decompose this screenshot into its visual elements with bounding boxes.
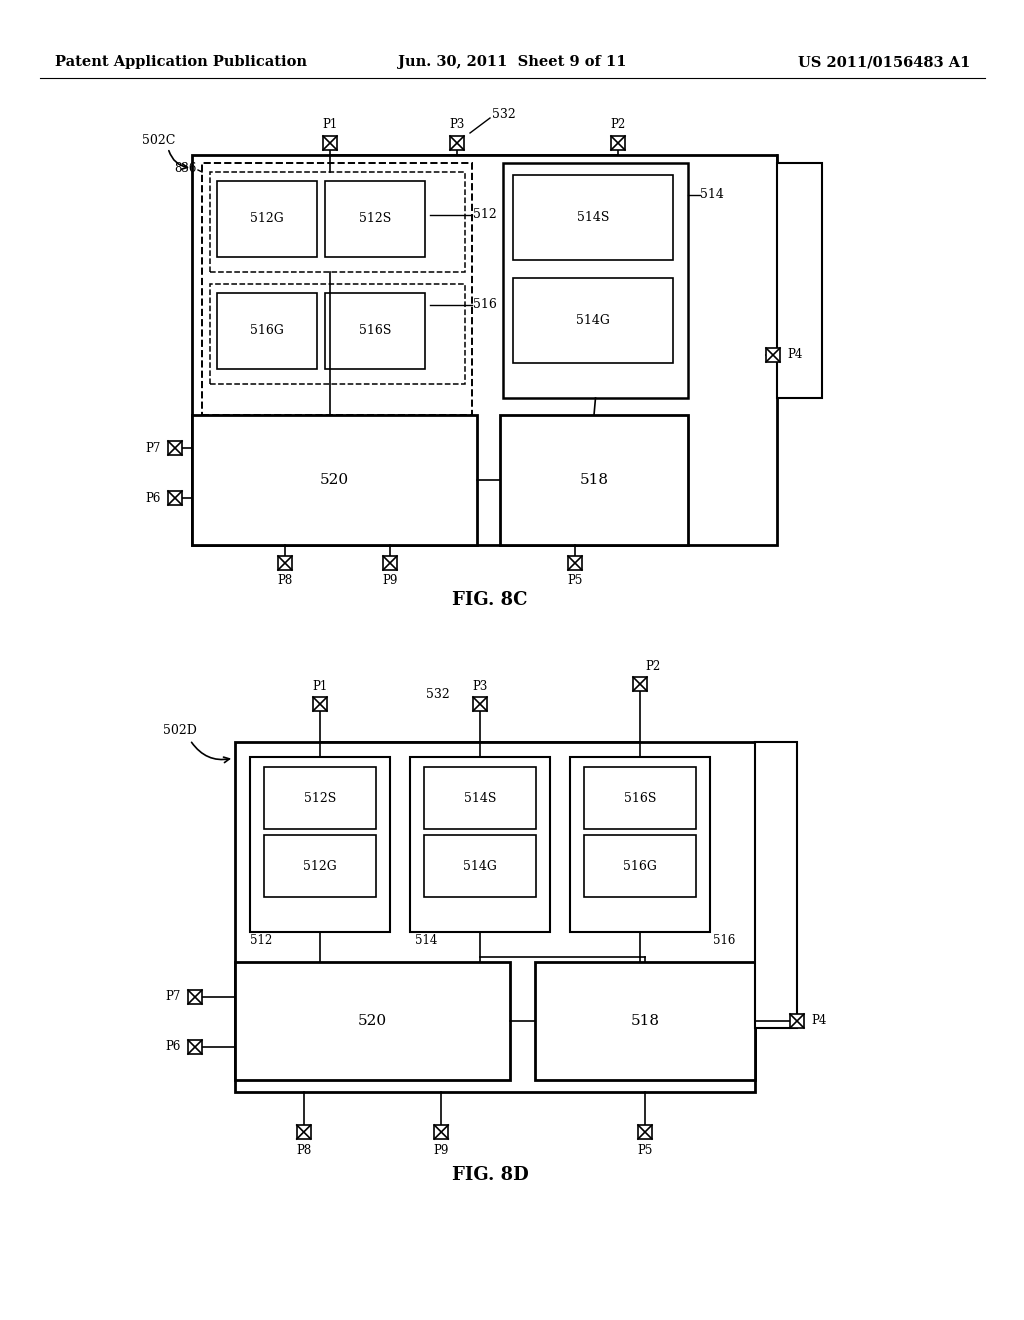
Text: P3: P3 <box>450 119 465 132</box>
Text: 512: 512 <box>250 933 272 946</box>
Bar <box>513 279 673 363</box>
Bar <box>766 348 780 362</box>
Bar <box>234 962 510 1080</box>
Bar <box>513 176 673 260</box>
Bar <box>570 756 710 932</box>
Bar <box>325 293 425 370</box>
Text: P8: P8 <box>296 1143 311 1156</box>
Text: 516S: 516S <box>624 792 656 804</box>
Bar <box>234 742 755 1092</box>
Bar <box>755 742 797 1028</box>
Text: P5: P5 <box>567 574 583 587</box>
Text: FIG. 8C: FIG. 8C <box>453 591 527 609</box>
Text: 502D: 502D <box>163 723 197 737</box>
Bar <box>202 162 472 414</box>
Text: 516G: 516G <box>250 325 284 338</box>
Text: 512G: 512G <box>303 859 337 873</box>
Bar <box>473 697 487 711</box>
Text: 502C: 502C <box>142 133 175 147</box>
Bar <box>250 756 390 932</box>
Bar <box>434 1125 449 1139</box>
Bar <box>500 414 688 545</box>
Text: 516: 516 <box>713 933 735 946</box>
Text: P6: P6 <box>145 491 161 504</box>
Text: P2: P2 <box>645 660 660 673</box>
Bar <box>568 556 582 570</box>
Text: 532: 532 <box>492 108 516 121</box>
Bar <box>313 697 327 711</box>
Text: Patent Application Publication: Patent Application Publication <box>55 55 307 69</box>
Bar <box>210 172 465 272</box>
Text: P9: P9 <box>382 574 397 587</box>
Text: 518: 518 <box>580 473 608 487</box>
Bar <box>584 836 696 898</box>
Text: P7: P7 <box>166 990 181 1003</box>
Bar <box>450 136 464 150</box>
Text: 532: 532 <box>426 688 450 701</box>
Text: 516S: 516S <box>358 325 391 338</box>
Bar <box>410 756 550 932</box>
Text: 520: 520 <box>358 1014 387 1028</box>
Bar <box>323 136 337 150</box>
Bar <box>217 293 317 370</box>
Text: 514: 514 <box>700 189 724 202</box>
Bar <box>193 154 777 545</box>
Bar <box>503 162 688 399</box>
Bar <box>424 767 536 829</box>
Text: P1: P1 <box>323 119 338 132</box>
Text: P7: P7 <box>145 441 161 454</box>
Text: 512S: 512S <box>304 792 336 804</box>
Bar <box>193 414 477 545</box>
Bar <box>210 284 465 384</box>
Text: P4: P4 <box>811 1015 826 1027</box>
Text: P4: P4 <box>787 348 803 362</box>
Text: 512S: 512S <box>358 213 391 226</box>
Text: 518: 518 <box>631 1014 659 1028</box>
Bar <box>584 767 696 829</box>
Text: P5: P5 <box>637 1143 652 1156</box>
Bar <box>790 1014 804 1028</box>
Text: US 2011/0156483 A1: US 2011/0156483 A1 <box>798 55 970 69</box>
Text: 514G: 514G <box>577 314 610 327</box>
Text: 514S: 514S <box>577 211 609 224</box>
Text: 520: 520 <box>319 473 349 487</box>
Text: 512G: 512G <box>250 213 284 226</box>
Text: 514S: 514S <box>464 792 497 804</box>
Text: 514G: 514G <box>463 859 497 873</box>
Text: 836: 836 <box>175 161 197 174</box>
Bar <box>168 441 182 455</box>
Bar <box>383 556 397 570</box>
Bar <box>168 491 182 506</box>
Bar <box>217 181 317 257</box>
Text: P2: P2 <box>610 119 626 132</box>
Bar <box>424 836 536 898</box>
Text: P3: P3 <box>472 681 487 693</box>
Bar <box>188 1040 202 1053</box>
Text: P1: P1 <box>312 681 328 693</box>
Bar <box>264 767 376 829</box>
Bar <box>638 1125 652 1139</box>
Text: 512: 512 <box>473 209 497 222</box>
Text: P9: P9 <box>433 1143 449 1156</box>
Bar <box>297 1125 310 1139</box>
Bar <box>188 990 202 1005</box>
Text: P6: P6 <box>166 1040 181 1053</box>
Text: 514: 514 <box>415 933 437 946</box>
Text: FIG. 8D: FIG. 8D <box>452 1166 528 1184</box>
Text: 516: 516 <box>473 298 497 312</box>
Bar <box>325 181 425 257</box>
Bar <box>278 556 292 570</box>
Text: Jun. 30, 2011  Sheet 9 of 11: Jun. 30, 2011 Sheet 9 of 11 <box>397 55 627 69</box>
Text: 516G: 516G <box>623 859 657 873</box>
Bar <box>264 836 376 898</box>
Bar <box>611 136 625 150</box>
Bar <box>633 677 647 690</box>
Bar <box>535 962 755 1080</box>
Text: P8: P8 <box>278 574 293 587</box>
Bar <box>777 162 822 399</box>
